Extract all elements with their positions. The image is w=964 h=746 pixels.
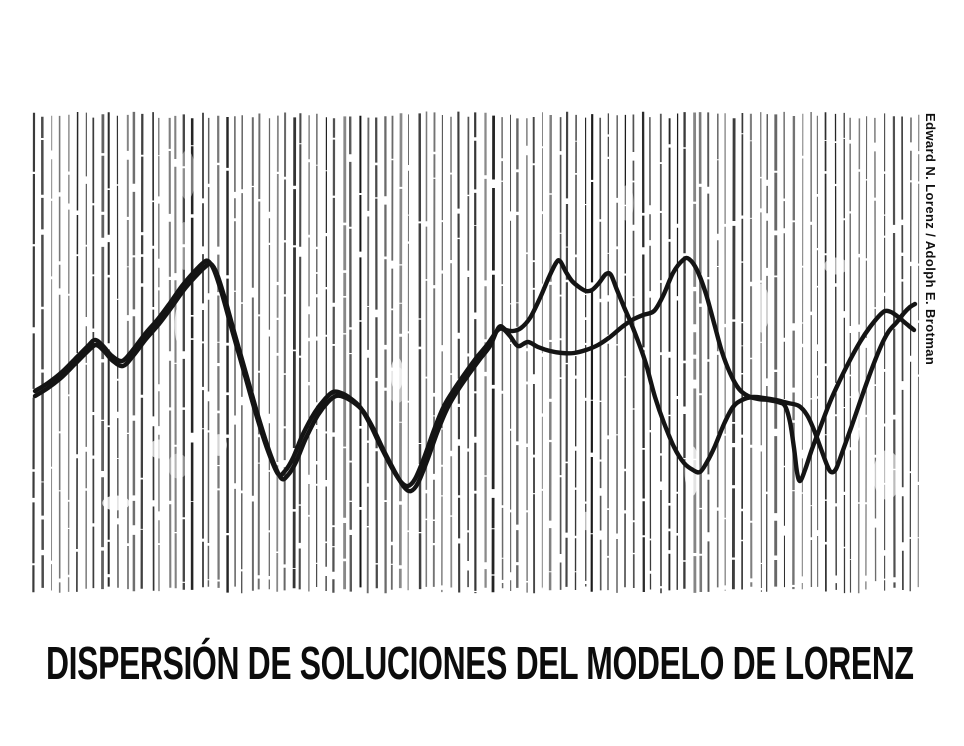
hatch-line: [349, 116, 352, 592]
hatch-line: [792, 115, 796, 590]
hatch-line: [116, 115, 119, 589]
hatch-line: [432, 112, 436, 587]
hatch-lines: [32, 111, 920, 594]
hatch-line: [909, 117, 912, 592]
hatch-line: [857, 118, 861, 594]
hatch-line: [76, 111, 79, 592]
hatch-line: [892, 116, 896, 588]
hatch-line: [917, 114, 920, 588]
curve-curva-2: [32, 258, 918, 494]
hatch-line: [168, 117, 172, 588]
white-blotch: [179, 221, 189, 271]
hatch-line: [501, 117, 504, 589]
white-blotch: [174, 307, 182, 343]
hatch-line: [760, 112, 762, 592]
hatch-line: [766, 114, 768, 592]
hatch-line: [32, 112, 36, 593]
hatch-line: [292, 117, 297, 589]
hatch-line: [257, 113, 261, 590]
hatch-line: [491, 115, 495, 593]
hatch-line: [298, 113, 302, 590]
figure-caption: DISPERSIÓN DE SOLUCIONES DEL MODELO DE L…: [46, 637, 914, 689]
white-blotch: [387, 366, 407, 404]
hatch-line: [590, 114, 594, 592]
white-blotch: [824, 257, 848, 275]
hatch-line: [375, 117, 378, 589]
white-blotch: [582, 511, 590, 531]
hatch-line: [390, 115, 394, 590]
white-blotch: [620, 185, 634, 221]
hatch-line: [441, 114, 443, 593]
solution-curves: [32, 255, 918, 494]
white-blotch: [167, 453, 189, 479]
hatch-line: [649, 117, 652, 590]
hatch-line: [140, 113, 144, 589]
hatch-line: [565, 111, 569, 587]
hatch-line: [901, 116, 904, 591]
hatch-line: [599, 117, 602, 591]
white-blotch: [211, 434, 227, 456]
white-blotch: [149, 439, 169, 459]
hatch-line: [698, 112, 703, 593]
hatch-line: [332, 118, 336, 593]
white-blotch: [102, 495, 130, 511]
hatch-line: [801, 113, 804, 590]
hatch-line: [283, 112, 287, 591]
white-blotch: [873, 450, 901, 500]
photocopy-white-blotches: [102, 150, 901, 531]
hatch-line: [731, 118, 736, 590]
hatch-line: [366, 117, 370, 594]
hatch-line: [834, 113, 837, 590]
hatch-line: [457, 111, 461, 593]
white-blotch: [178, 150, 196, 200]
hatch-line: [865, 116, 868, 590]
hatch-line: [874, 117, 877, 587]
hatch-line: [398, 113, 403, 589]
white-blotch: [390, 357, 404, 391]
hatch-line: [276, 115, 279, 592]
hatch-line: [152, 112, 155, 591]
figure-credit: Edward N. Lorenz / Adolph E. Brotman: [923, 113, 938, 366]
white-blotch: [755, 283, 769, 333]
